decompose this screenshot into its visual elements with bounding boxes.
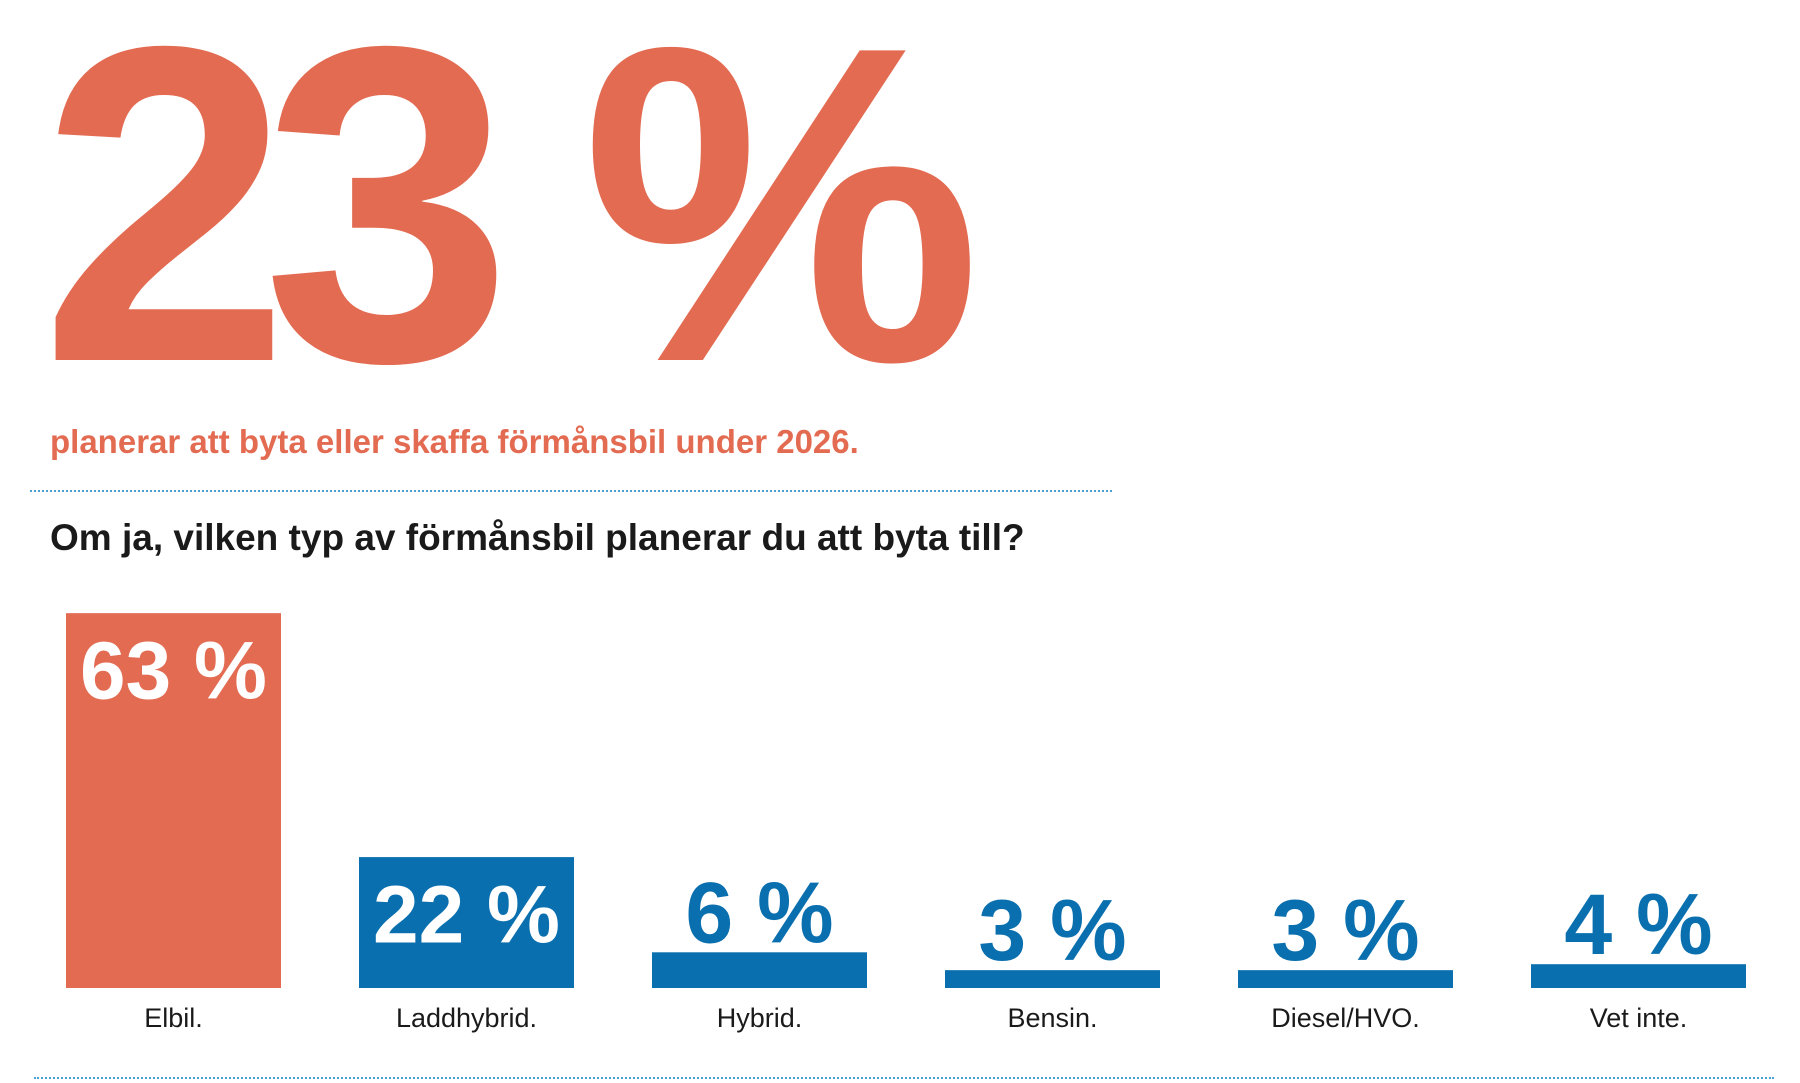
bar-value-label: 3 % [1271,883,1419,979]
bar-5 [1531,964,1746,988]
bar-value-label: 3 % [978,883,1126,979]
headline-description: planerar att byta eller skaffa förmånsbi… [50,423,859,460]
category-label: Diesel/HVO. [1271,1003,1420,1033]
bar-2 [652,952,867,988]
category-label: Laddhybrid. [396,1003,537,1033]
category-label: Elbil. [144,1003,203,1033]
bar-3 [945,970,1160,988]
category-label: Bensin. [1007,1003,1097,1033]
bar-chart: 63 % Elbil. 22 % Laddhybrid. 6 % Hybrid. 3 % Be… [66,613,1746,1033]
category-label: Hybrid. [717,1003,803,1033]
bar-value-label: 6 % [685,865,833,961]
bar-value-label: 22 % [373,869,560,960]
bar-value-label: 63 % [80,625,267,716]
divider-top [30,490,1112,492]
bar-value-label: 4 % [1564,877,1712,973]
bar-1 [359,857,574,988]
bar-0 [66,613,281,988]
category-label: Vet inte. [1590,1003,1688,1033]
bar-4 [1238,970,1453,988]
headline-percentage: 23 % [40,0,982,456]
chart-title: Om ja, vilken typ av förmånsbil planerar… [50,517,1025,558]
divider-bottom [34,1077,1774,1079]
